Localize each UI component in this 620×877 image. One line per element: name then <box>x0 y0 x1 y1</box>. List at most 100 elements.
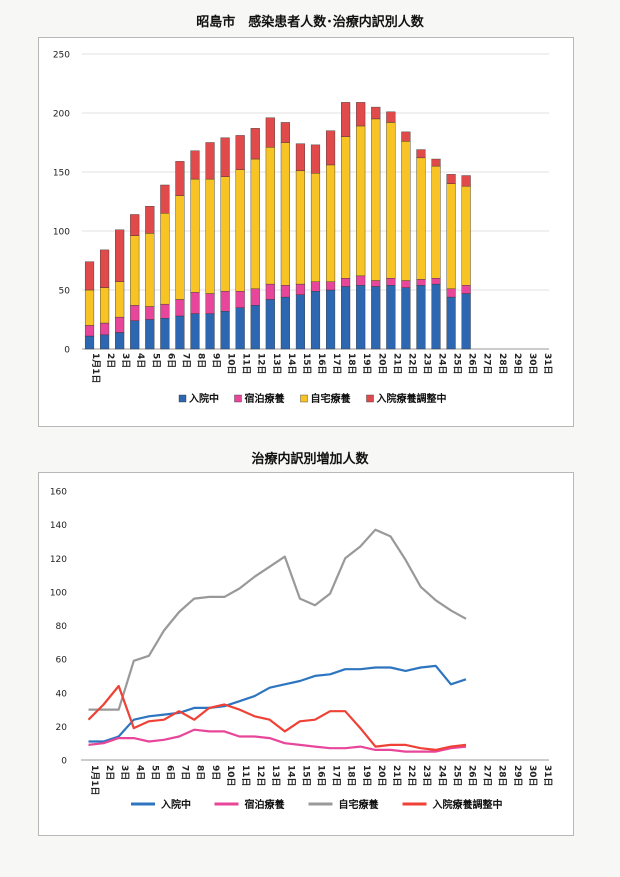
x-tick-label: 4日 <box>135 353 146 368</box>
x-tick-label: 15日 <box>300 765 311 787</box>
bar-segment <box>190 292 200 314</box>
legend-swatch <box>234 394 242 403</box>
chart2-frame: 0 20 40 60 80 100 120 140 160 1月1日 2日 3日 4日 5日 6日 7日 8日 9… <box>38 472 574 836</box>
x-tick-label: 24日 <box>436 765 447 787</box>
legend-label: 入院中 <box>189 392 219 405</box>
x-tick-label: 19日 <box>361 353 372 375</box>
bar-segment <box>175 315 185 350</box>
bar-segment <box>386 285 396 350</box>
bar-segment <box>371 118 381 281</box>
bar-segment <box>250 305 260 350</box>
legend-label: 入院療養調整中 <box>377 392 447 405</box>
x-tick-label: 11日 <box>240 765 251 787</box>
bar-segment <box>401 287 411 350</box>
x-tick-label: 25日 <box>452 353 463 375</box>
x-tick-label: 26日 <box>467 353 478 375</box>
bar-segment <box>205 142 215 180</box>
x-tick-label: 13日 <box>270 765 281 787</box>
bar-segment <box>280 285 290 298</box>
x-tick-label: 6日 <box>165 765 176 780</box>
x-tick-label: 17日 <box>331 765 342 787</box>
bar-segment <box>235 307 245 350</box>
bar-segment <box>461 285 471 294</box>
x-tick-label: 9日 <box>211 353 222 368</box>
legend-swatch <box>178 394 187 403</box>
bar-segment <box>115 316 125 333</box>
x-tick-label: 1月1日 <box>90 353 101 384</box>
chart2-svg: 0 20 40 60 80 100 120 140 160 1月1日 2日 3日 4日 5日 6日 7日 8日 9… <box>50 488 553 812</box>
bar-segment <box>341 102 351 137</box>
bar-segment <box>130 320 140 350</box>
bar-segment <box>205 178 215 294</box>
bar-segment <box>310 172 321 282</box>
bar-segment <box>371 280 381 287</box>
chart2-title: 治療内訳別増加人数 <box>251 452 369 467</box>
bar-segment <box>341 277 351 287</box>
x-tick-label: 18日 <box>346 765 357 787</box>
bar-segment <box>265 117 275 148</box>
bar-segment <box>130 235 140 306</box>
x-tick-label: 7日 <box>180 765 191 780</box>
bar-segment <box>115 281 125 318</box>
bar-segment <box>220 311 230 350</box>
bar-segment <box>295 143 306 172</box>
bar-segment <box>446 296 456 350</box>
bar-segment <box>220 290 230 312</box>
bar-segment <box>160 303 170 319</box>
x-tick-label: 7日 <box>180 353 191 368</box>
bar-segment <box>416 157 426 280</box>
y-tick-label: 40 <box>56 689 68 699</box>
bar-segment <box>145 206 155 234</box>
bar-segment <box>84 325 95 337</box>
x-tick-label: 30日 <box>527 353 538 375</box>
bar-segment <box>310 281 321 292</box>
series-line <box>88 528 467 711</box>
bar-segment <box>416 149 426 159</box>
legend-swatch <box>300 394 308 403</box>
bar-segment <box>386 122 396 279</box>
bar-segment <box>100 249 110 288</box>
bar-segment <box>461 185 471 286</box>
y-tick-label: 150 <box>53 169 70 179</box>
x-tick-label: 28日 <box>497 765 508 787</box>
bar-segment <box>371 106 381 120</box>
bar-segment <box>280 296 290 350</box>
series-line <box>88 728 467 753</box>
bar-segment <box>356 275 366 286</box>
x-tick-label: 31日 <box>542 765 553 787</box>
bar-segment <box>175 195 185 300</box>
bar-segment <box>325 130 336 166</box>
x-tick-label: 2日 <box>104 765 115 780</box>
bar-segment <box>295 294 306 350</box>
x-tick-label: 12日 <box>255 765 266 787</box>
x-tick-label: 23日 <box>421 353 432 375</box>
bar-segment <box>115 332 125 350</box>
bar-segment <box>416 285 426 350</box>
x-tick-label: 14日 <box>286 353 297 375</box>
bar-segment <box>145 233 155 307</box>
bar-segment <box>235 169 245 292</box>
x-tick-label: 8日 <box>195 765 206 780</box>
bar-segment <box>100 287 110 324</box>
bar-segment <box>280 142 290 286</box>
legend-label: 宿泊療養 <box>245 392 285 405</box>
bar-segment <box>386 111 396 123</box>
x-tick-label: 3日 <box>119 765 130 780</box>
y-tick-label: 100 <box>53 228 70 238</box>
bar-segment <box>341 136 351 279</box>
bar-segment <box>84 335 95 350</box>
bar-segment <box>446 288 456 298</box>
x-tick-label: 27日 <box>482 353 493 375</box>
bar-segment <box>265 147 275 285</box>
bar-segment <box>356 102 366 127</box>
x-tick-label: 23日 <box>421 765 432 787</box>
x-tick-label: 19日 <box>361 765 372 787</box>
chart1-frame: 0 50 100 150 200 250 1月1日 2日 3日 4日 5日 6日 7日 8日 9日 10日 11… <box>38 37 574 427</box>
bar-segment <box>310 144 321 174</box>
x-tick-label: 8日 <box>195 353 206 368</box>
bar-segment <box>190 150 200 180</box>
bar-segment <box>431 277 441 285</box>
bar-segment <box>431 283 441 350</box>
bar-segment <box>401 131 411 142</box>
x-tick-label: 13日 <box>271 353 282 375</box>
